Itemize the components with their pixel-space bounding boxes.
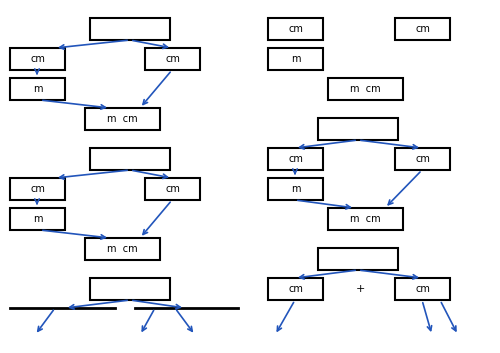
FancyBboxPatch shape [145,178,200,200]
Text: cm: cm [415,284,430,294]
Text: cm: cm [165,184,180,194]
Text: +: + [356,284,364,294]
FancyBboxPatch shape [90,18,170,40]
Text: cm: cm [288,24,303,34]
FancyBboxPatch shape [395,18,450,40]
FancyBboxPatch shape [145,48,200,70]
FancyBboxPatch shape [318,248,398,270]
Text: m  cm: m cm [107,244,138,254]
FancyBboxPatch shape [10,48,65,70]
FancyBboxPatch shape [10,78,65,100]
FancyBboxPatch shape [318,118,398,140]
Text: m: m [291,54,300,64]
FancyBboxPatch shape [395,148,450,170]
Text: m: m [33,214,42,224]
FancyBboxPatch shape [268,148,323,170]
Text: m  cm: m cm [350,84,381,94]
Text: cm: cm [288,154,303,164]
Text: cm: cm [30,54,45,64]
Text: cm: cm [415,154,430,164]
Text: cm: cm [415,24,430,34]
Text: m: m [291,184,300,194]
FancyBboxPatch shape [328,208,403,230]
FancyBboxPatch shape [268,278,323,300]
Text: m: m [33,84,42,94]
FancyBboxPatch shape [10,178,65,200]
FancyBboxPatch shape [90,148,170,170]
FancyBboxPatch shape [85,108,160,130]
FancyBboxPatch shape [328,78,403,100]
FancyBboxPatch shape [268,48,323,70]
FancyBboxPatch shape [85,238,160,260]
FancyBboxPatch shape [268,178,323,200]
Text: cm: cm [165,54,180,64]
FancyBboxPatch shape [395,278,450,300]
FancyBboxPatch shape [90,278,170,300]
FancyBboxPatch shape [268,18,323,40]
FancyBboxPatch shape [10,208,65,230]
Text: m  cm: m cm [350,214,381,224]
Text: m  cm: m cm [107,114,138,124]
Text: cm: cm [288,284,303,294]
Text: cm: cm [30,184,45,194]
